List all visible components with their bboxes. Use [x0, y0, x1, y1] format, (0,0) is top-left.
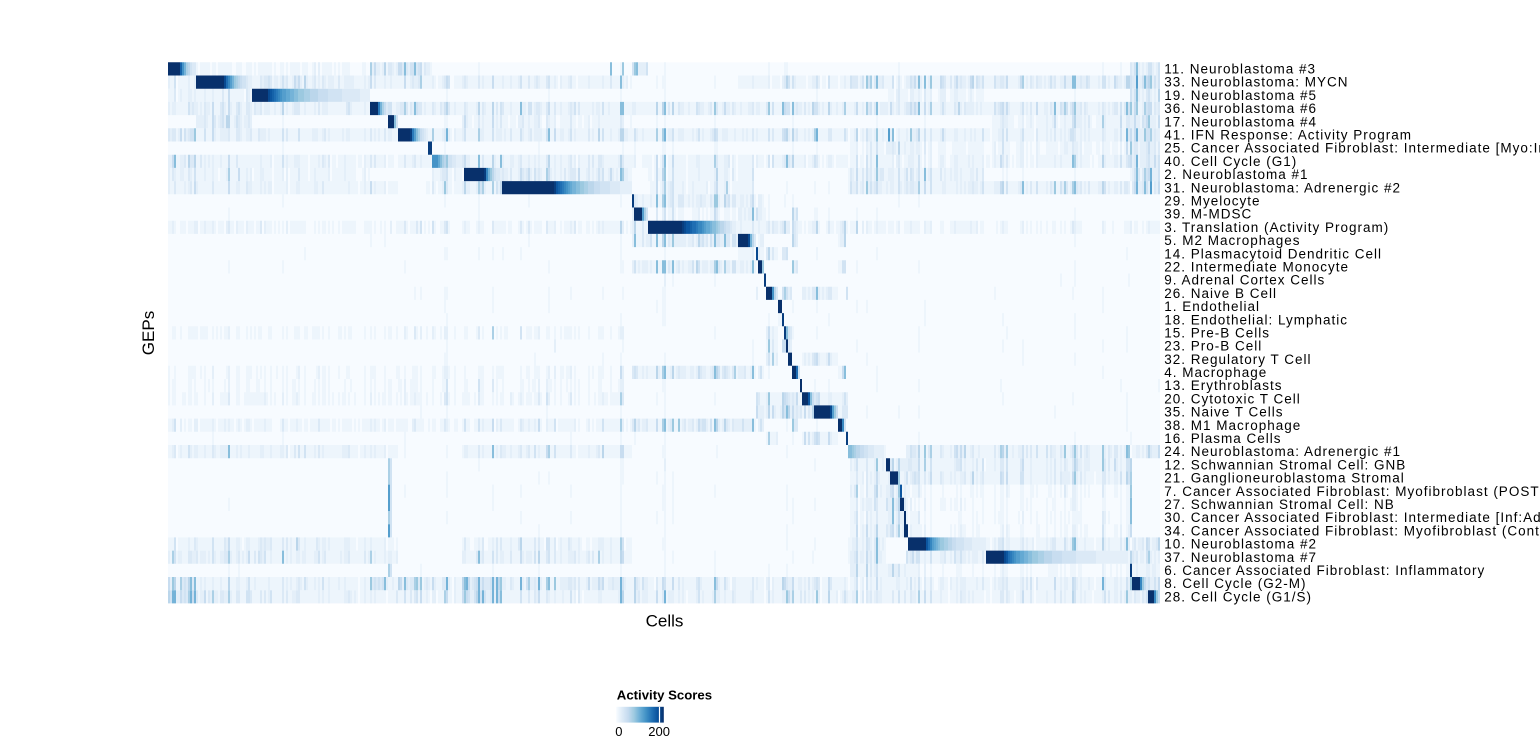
- svg-text:GEPs: GEPs: [139, 311, 158, 355]
- svg-text:18. Endothelial: Lymphatic: 18. Endothelial: Lymphatic: [1164, 312, 1348, 327]
- svg-text:33. Neuroblastoma: MYCN: 33. Neuroblastoma: MYCN: [1164, 75, 1348, 90]
- svg-text:41. IFN Response: Activity Pro: 41. IFN Response: Activity Program: [1164, 128, 1412, 143]
- svg-text:38. M1 Macrophage: 38. M1 Macrophage: [1164, 418, 1301, 433]
- svg-text:32. Regulatory T Cell: 32. Regulatory T Cell: [1164, 352, 1311, 367]
- svg-text:17. Neuroblastoma #4: 17. Neuroblastoma #4: [1164, 114, 1317, 129]
- svg-text:26. Naive B Cell: 26. Naive B Cell: [1164, 286, 1277, 301]
- svg-text:22. Intermediate Monocyte: 22. Intermediate Monocyte: [1164, 260, 1349, 275]
- svg-text:5. M2 Macrophages: 5. M2 Macrophages: [1164, 233, 1300, 248]
- svg-text:27. Schwannian Stromal Cell: N: 27. Schwannian Stromal Cell: NB: [1164, 497, 1395, 512]
- svg-text:Cells: Cells: [646, 612, 684, 631]
- svg-text:200: 200: [648, 724, 670, 739]
- svg-text:35. Naive T Cells: 35. Naive T Cells: [1164, 405, 1283, 420]
- svg-text:15. Pre-B Cells: 15. Pre-B Cells: [1164, 326, 1270, 341]
- svg-text:12. Schwannian Stromal Cell: G: 12. Schwannian Stromal Cell: GNB: [1164, 457, 1406, 472]
- svg-text:31. Neuroblastoma: Adrenergic: 31. Neuroblastoma: Adrenergic #2: [1164, 180, 1401, 195]
- svg-text:2. Neuroblastoma #1: 2. Neuroblastoma #1: [1164, 167, 1308, 182]
- svg-text:39. M-MDSC: 39. M-MDSC: [1164, 207, 1252, 222]
- svg-text:Activity Scores: Activity Scores: [617, 688, 712, 703]
- svg-text:21. Ganglioneuroblastoma Strom: 21. Ganglioneuroblastoma Stromal: [1164, 471, 1405, 486]
- svg-text:29. Myelocyte: 29. Myelocyte: [1164, 194, 1260, 209]
- svg-text:34. Cancer Associated Fibrobla: 34. Cancer Associated Fibroblast: Myofib…: [1164, 523, 1540, 538]
- svg-text:36. Neuroblastoma #6: 36. Neuroblastoma #6: [1164, 101, 1317, 116]
- svg-text:0: 0: [615, 724, 622, 739]
- svg-text:10. Neuroblastoma #2: 10. Neuroblastoma #2: [1164, 537, 1317, 552]
- svg-text:16. Plasma Cells: 16. Plasma Cells: [1164, 431, 1281, 446]
- svg-text:37. Neuroblastoma #7: 37. Neuroblastoma #7: [1164, 550, 1317, 565]
- svg-text:25. Cancer Associated Fibrobla: 25. Cancer Associated Fibroblast: Interm…: [1164, 141, 1540, 156]
- svg-text:4. Macrophage: 4. Macrophage: [1164, 365, 1267, 380]
- svg-text:14. Plasmacytoid Dendritic Cel: 14. Plasmacytoid Dendritic Cell: [1164, 246, 1382, 261]
- svg-text:7. Cancer Associated Fibroblas: 7. Cancer Associated Fibroblast: Myofibr…: [1164, 484, 1540, 499]
- svg-text:3. Translation (Activity Progr: 3. Translation (Activity Program): [1164, 220, 1389, 235]
- svg-text:11. Neuroblastoma #3: 11. Neuroblastoma #3: [1164, 62, 1316, 77]
- svg-text:1. Endothelial: 1. Endothelial: [1164, 299, 1260, 314]
- svg-text:23. Pro-B Cell: 23. Pro-B Cell: [1164, 339, 1262, 354]
- svg-text:6. Cancer Associated Fibroblas: 6. Cancer Associated Fibroblast: Inflamm…: [1164, 563, 1485, 578]
- svg-text:40. Cell Cycle (G1): 40. Cell Cycle (G1): [1164, 154, 1297, 169]
- svg-text:13. Erythroblasts: 13. Erythroblasts: [1164, 378, 1282, 393]
- svg-text:20. Cytotoxic T Cell: 20. Cytotoxic T Cell: [1164, 391, 1301, 406]
- svg-text:30. Cancer Associated Fibrobla: 30. Cancer Associated Fibroblast: Interm…: [1164, 510, 1540, 525]
- svg-text:9. Adrenal Cortex Cells: 9. Adrenal Cortex Cells: [1164, 273, 1325, 288]
- svg-text:19. Neuroblastoma #5: 19. Neuroblastoma #5: [1164, 88, 1317, 103]
- svg-text:8. Cell Cycle (G2-M): 8. Cell Cycle (G2-M): [1164, 576, 1306, 591]
- svg-text:24. Neuroblastoma: Adrenergic: 24. Neuroblastoma: Adrenergic #1: [1164, 444, 1401, 459]
- svg-text:28. Cell Cycle (G1/S): 28. Cell Cycle (G1/S): [1164, 589, 1312, 604]
